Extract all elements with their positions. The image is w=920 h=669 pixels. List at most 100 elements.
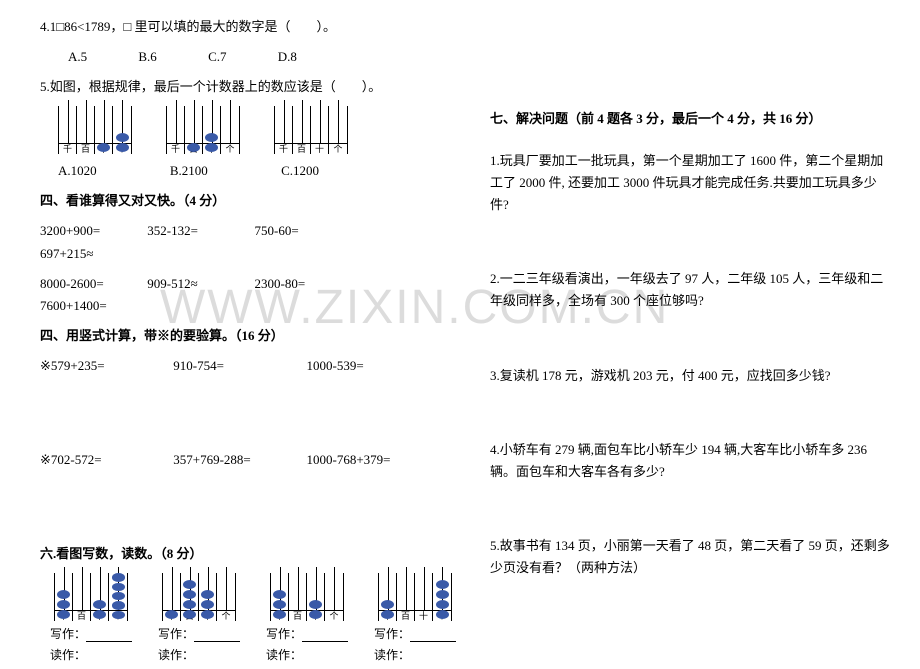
sec7-q5: 5.故事书有 134 页，小丽第一天看了 48 页，第二天看了 59 页，还剩多…: [490, 535, 890, 579]
abacus-col: 个: [325, 573, 343, 620]
abacus-col-label: 十: [415, 610, 432, 622]
sec7-q3: 3.复读机 178 元，游戏机 203 元，付 400 元，应找回多少钱?: [490, 365, 890, 387]
q5-opt-a: A.1020: [58, 160, 97, 182]
abacus-col-label: 百: [77, 143, 94, 155]
abacus-col: 百: [181, 573, 199, 620]
abacus-col-label: 千: [167, 143, 184, 155]
read-line: 读作：: [158, 646, 240, 663]
q4-text: 4.1□86<1789，□ 里可以填的最大的数字是（ ）。: [40, 16, 460, 38]
read-line: 读作：: [50, 646, 132, 663]
calc: 3200+900=: [40, 220, 144, 242]
abacus-col: 百: [77, 106, 95, 153]
blank: [302, 631, 348, 642]
bead: [112, 611, 125, 619]
abacus-col-label: 百: [289, 610, 306, 622]
abacus-col: 百: [289, 573, 307, 620]
q6-fields: 写作：读作：: [158, 625, 240, 663]
bead: [201, 590, 214, 599]
read-line: 读作：: [374, 646, 456, 663]
calc: 7600+1400=: [40, 295, 144, 317]
q6-fields: 写作：读作：: [374, 625, 456, 663]
abacus-wrap: 千百十个: [166, 106, 240, 154]
q4-options: A.5 B.6 C.7 D.8: [40, 46, 460, 68]
q5-opt-b: B.2100: [170, 160, 208, 182]
abacus-col: 千: [167, 106, 185, 153]
q6-fields: 写作： 读作：: [50, 625, 132, 663]
abacus: 千百十个: [58, 106, 132, 154]
sec4a-row1: 3200+900= 352-132= 750-60= 697+215≈: [40, 220, 460, 264]
abacus: 千百十个: [162, 573, 236, 621]
abacus-col: 个: [109, 573, 127, 620]
abacus-col: 十: [203, 106, 221, 153]
abacus-wrap: 千百十个写作：读作：: [374, 573, 456, 663]
abacus-col: 百: [185, 106, 203, 153]
calc: 1000-768+379=: [307, 449, 437, 471]
calc: 2300-80=: [255, 273, 359, 295]
abacus-col: 十: [415, 573, 433, 620]
abacus: 千百十个: [274, 106, 348, 154]
abacus-col-label: 个: [329, 143, 347, 155]
bead: [112, 573, 125, 581]
sec4a-title: 四、看谁算得又对又快。（4 分）: [40, 190, 460, 212]
write-line: 写作：: [50, 625, 132, 642]
abacus-col: 千: [379, 573, 397, 620]
bead: [183, 580, 196, 589]
bead: [183, 600, 196, 609]
calc: 352-132=: [147, 220, 251, 242]
blank: [194, 631, 240, 642]
abacus-col-label: 百: [293, 143, 310, 155]
abacus-col: 个: [221, 106, 239, 153]
abacus-col-label: 十: [311, 143, 328, 155]
sec7-q2: 2.一二三年级看演出，一年级去了 97 人，二年级 105 人，三年级和二年级同…: [490, 268, 890, 312]
abacus-col: 个: [113, 106, 131, 153]
blank: [86, 631, 132, 642]
sec6-title: 六.看图写数，读数。（8 分）: [40, 543, 460, 565]
sec7-title: 七、解决问题（前 4 题各 3 分，最后一个 4 分，共 16 分）: [490, 108, 890, 130]
q5-opt-c: C.1200: [281, 160, 319, 182]
bead: [436, 600, 449, 609]
abacus-col-label: 千: [59, 143, 76, 155]
abacus-col: 十: [311, 106, 329, 153]
q5-options: A.1020 B.2100 C.1200: [40, 160, 460, 182]
abacus-col: 百: [73, 573, 91, 620]
abacus-col-label: 个: [221, 143, 239, 155]
bead: [116, 143, 129, 152]
calc: 357+769-288=: [173, 449, 303, 471]
sec4b-row2: ※702-572= 357+769-288= 1000-768+379=: [40, 449, 460, 475]
q4-opt-d: D.8: [278, 46, 297, 68]
calc: 8000-2600=: [40, 273, 144, 295]
bead: [273, 600, 286, 609]
bead: [93, 600, 106, 609]
abacus-col: 十: [95, 106, 113, 153]
bead: [57, 590, 70, 599]
bead: [112, 583, 125, 591]
right-column: 七、解决问题（前 4 题各 3 分，最后一个 4 分，共 16 分） 1.玩具厂…: [490, 108, 890, 587]
abacus-wrap: 千百十个: [274, 106, 348, 154]
abacus: 千百十个: [54, 573, 128, 621]
bead: [381, 600, 394, 609]
bead: [436, 580, 449, 589]
abacus-col-label: 个: [325, 610, 343, 622]
sec7-q1: 1.玩具厂要加工一批玩具，第一个星期加工了 1600 件，第二个星期加工了 20…: [490, 150, 890, 216]
abacus: 千百十个: [166, 106, 240, 154]
abacus-col: 个: [433, 573, 451, 620]
bead: [205, 133, 218, 142]
abacus-col: 十: [91, 573, 109, 620]
bead: [112, 592, 125, 600]
bead: [57, 600, 70, 609]
read-line: 读作：: [266, 646, 348, 663]
abacus-col: 十: [307, 573, 325, 620]
abacus-wrap: 千百十个写作： 读作：: [50, 573, 132, 663]
abacus: 千百十个: [270, 573, 344, 621]
bead: [273, 590, 286, 599]
abacus-col: 千: [163, 573, 181, 620]
bead: [436, 590, 449, 599]
calc: 1000-539=: [307, 355, 437, 377]
q6-fields: 写作：读作：: [266, 625, 348, 663]
sec4a-row2: 8000-2600= 909-512≈ 2300-80= 7600+1400=: [40, 273, 460, 317]
sec7-q4: 4.小轿车有 279 辆,面包车比小轿车少 194 辆,大客车比小轿车多 236…: [490, 439, 890, 483]
calc: ※579+235=: [40, 355, 170, 377]
abacus-col: 千: [275, 106, 293, 153]
sec4b-title: 四、用竖式计算，带※的要验算。（16 分）: [40, 325, 460, 347]
abacus-col-label: 个: [217, 610, 235, 622]
